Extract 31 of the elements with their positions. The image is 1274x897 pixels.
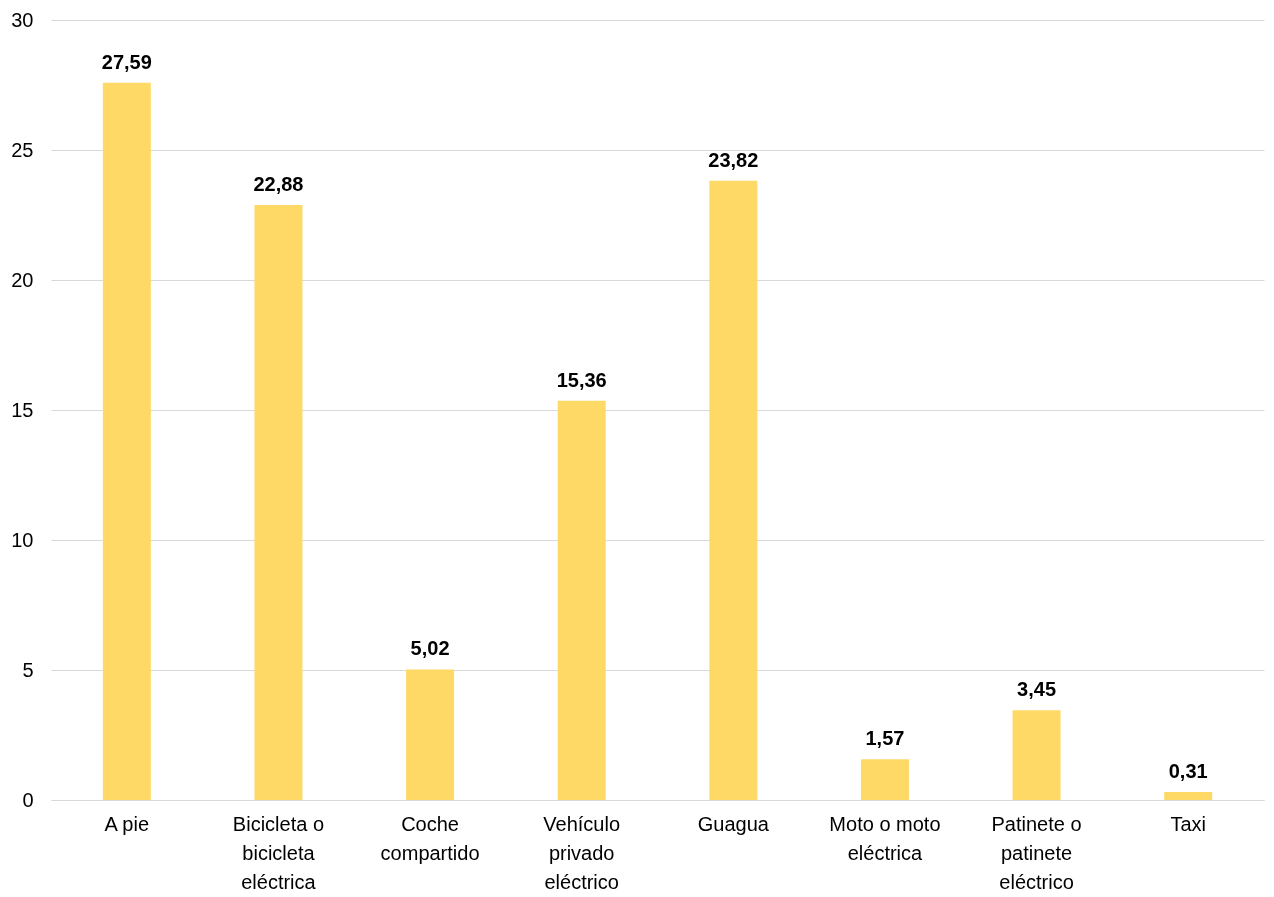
data-label: 23,82	[708, 148, 759, 171]
x-tick-label: Coche compartido	[380, 812, 480, 864]
y-tick-label: 0	[22, 788, 34, 811]
data-label: 0,31	[1168, 759, 1208, 782]
bar	[709, 180, 758, 800]
y-tick-label: 10	[11, 528, 34, 551]
y-tick-label: 15	[11, 398, 34, 421]
bar	[102, 82, 151, 800]
y-tick-label: 25	[11, 138, 34, 161]
data-label: 1,57	[865, 727, 905, 750]
data-label: 5,02	[410, 637, 450, 660]
data-label: 3,45	[1017, 678, 1057, 701]
bar	[1012, 710, 1061, 800]
data-label: 15,36	[556, 368, 607, 391]
x-tick-label: Taxi	[1170, 812, 1206, 835]
x-tick-label: A pie	[104, 812, 150, 835]
bar	[1164, 791, 1213, 800]
x-tick-label: Guagua	[697, 812, 770, 835]
x-tick-label: Vehículo privado eléctrico	[543, 812, 621, 893]
y-tick-label: 30	[11, 8, 34, 31]
bar	[254, 205, 303, 800]
bar	[557, 400, 606, 800]
data-label: 22,88	[253, 173, 304, 196]
y-tick-label: 5	[22, 658, 34, 681]
y-tick-label: 20	[11, 268, 34, 291]
bar	[860, 759, 909, 800]
bar	[406, 669, 455, 800]
x-tick-label: Patinete o patinete eléctrico	[991, 812, 1082, 893]
x-tick-label: Moto o moto eléctrica	[829, 812, 941, 864]
x-tick-label: Bicicleta o bicicleta eléctrica	[232, 812, 325, 893]
data-label: 27,59	[101, 50, 152, 73]
